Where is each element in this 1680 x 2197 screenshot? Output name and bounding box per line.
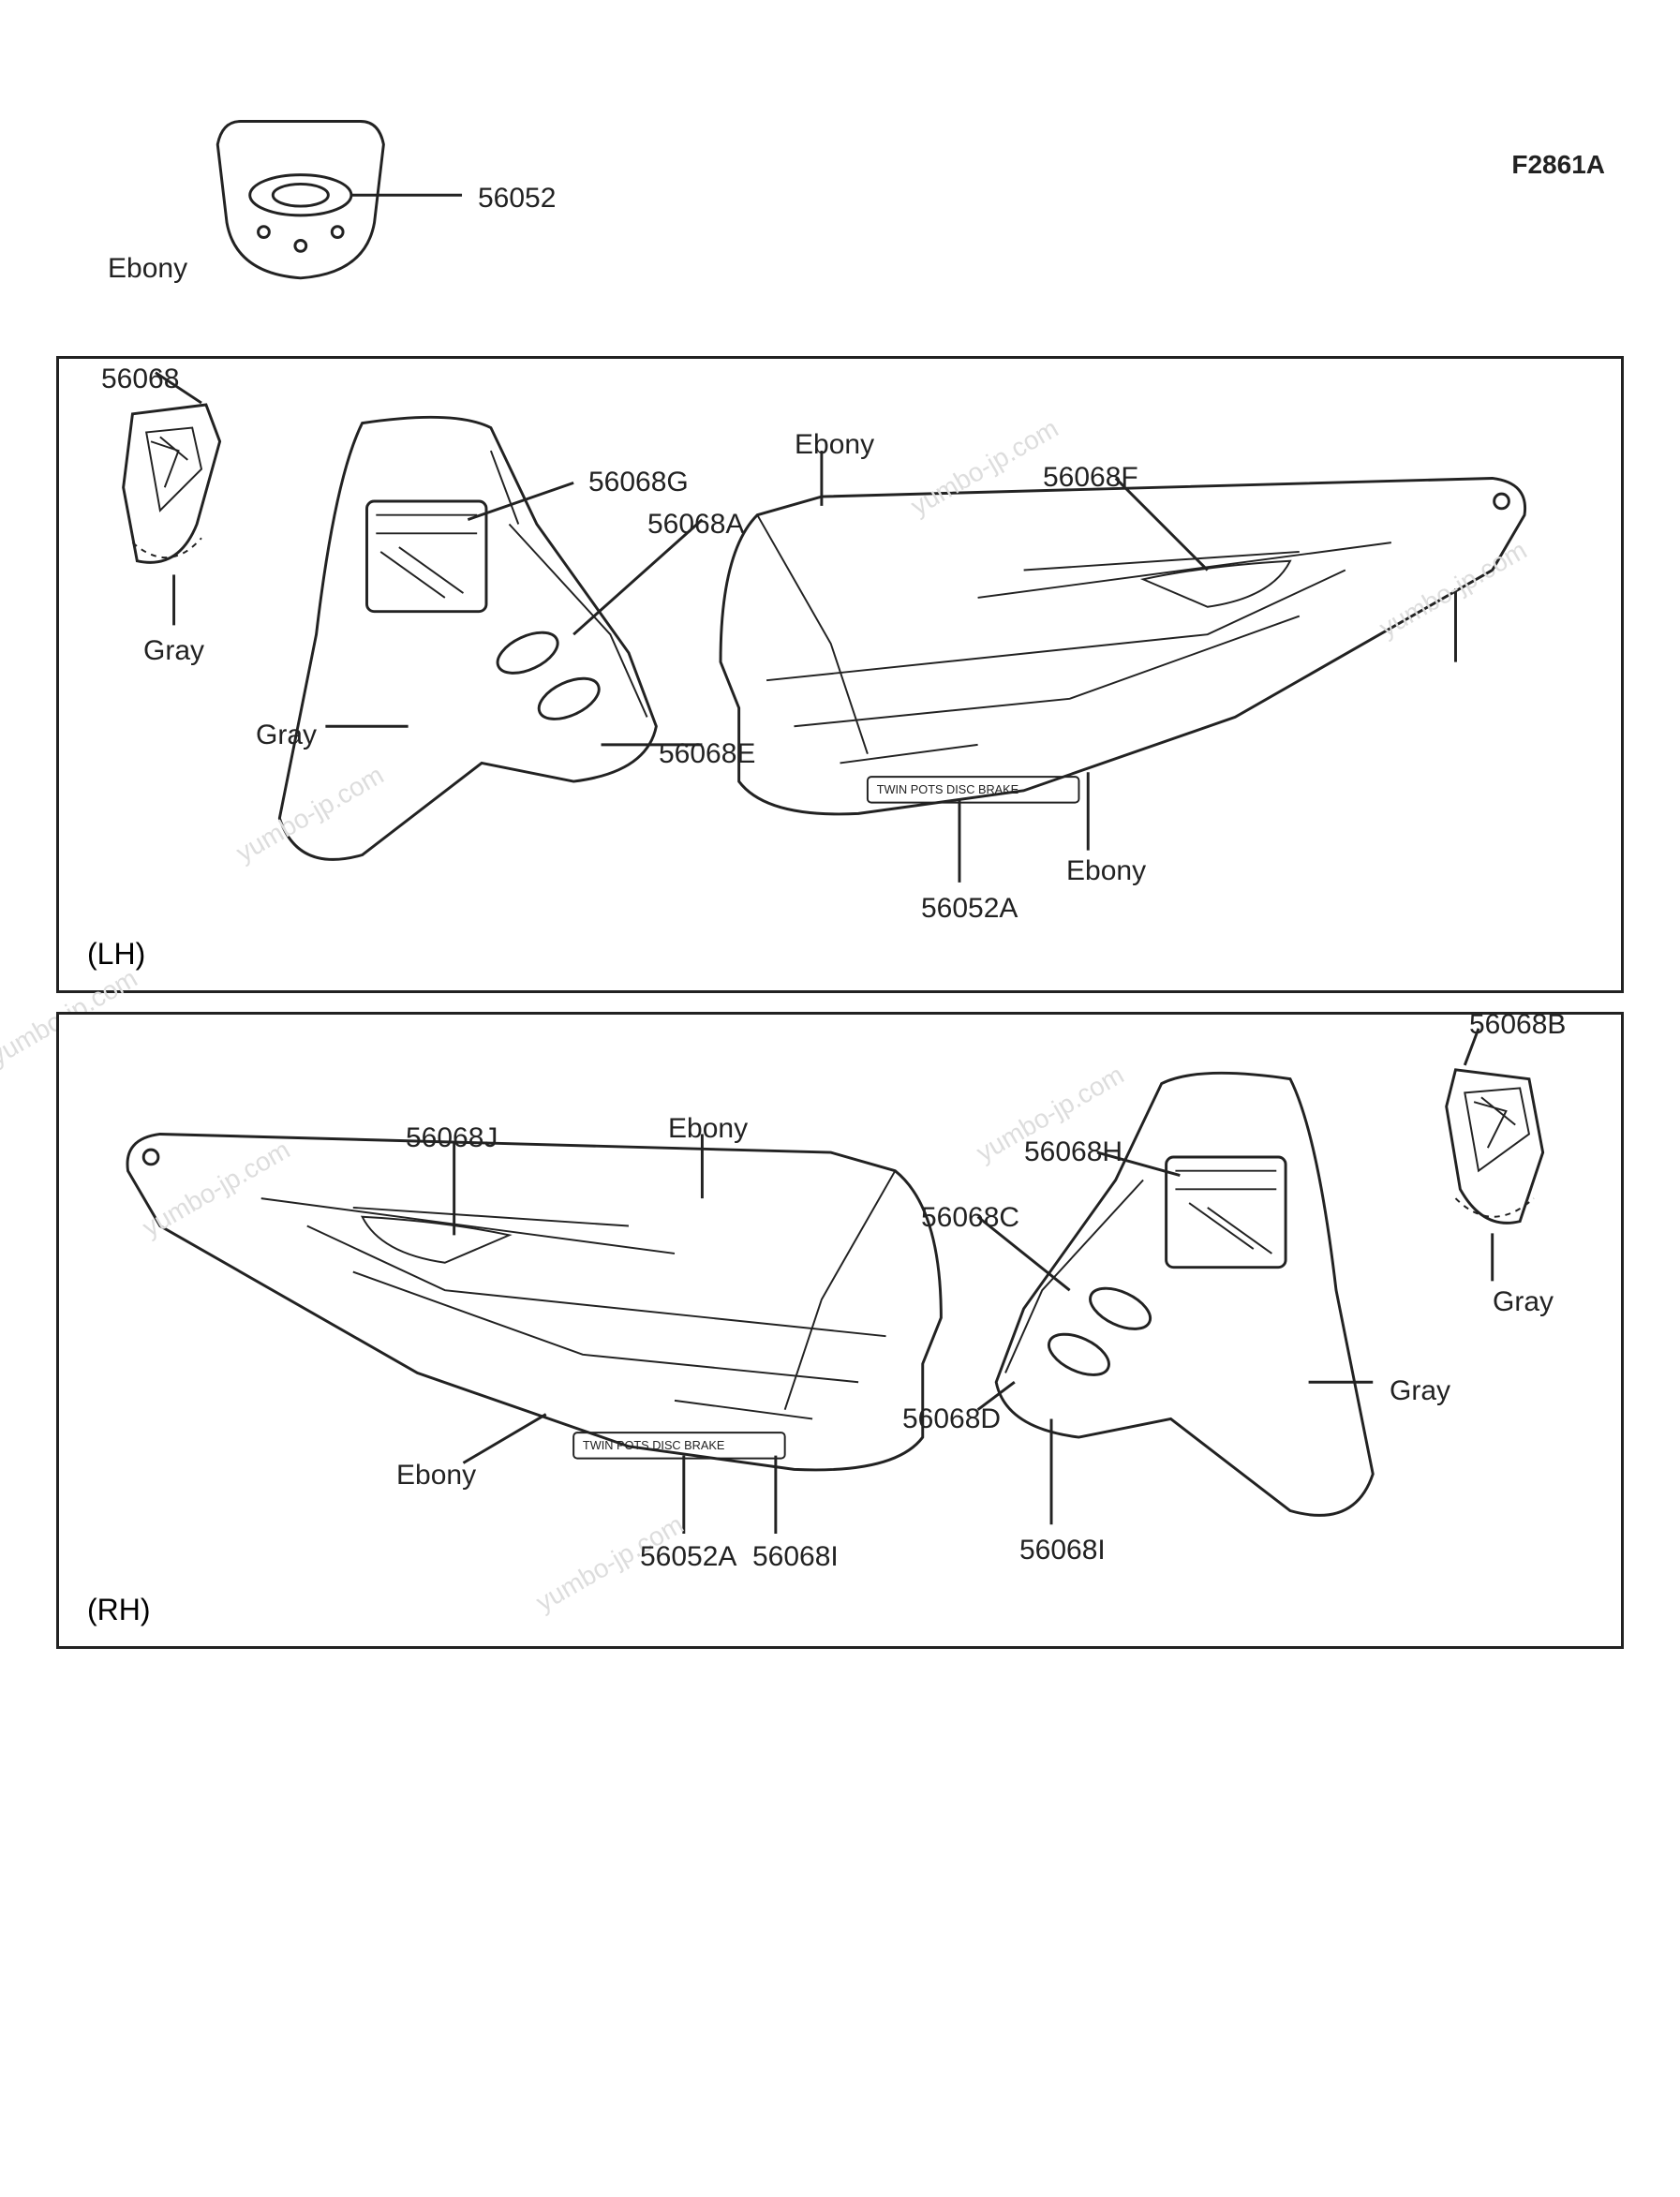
ref-56068: 56068 xyxy=(101,364,179,395)
diagram-area: F2861A 56052 Ebony yumbo-jp.com yumbo-jp… xyxy=(0,0,1680,1705)
color-gray-fender-lh: Gray xyxy=(143,635,204,667)
color-ebony-tail-bot-lh: Ebony xyxy=(1066,855,1146,887)
ref-56052A-rh: 56052A xyxy=(640,1541,736,1573)
ref-56068J: 56068J xyxy=(406,1122,498,1154)
ref-56068G: 56068G xyxy=(588,467,689,498)
ref-56068B: 56068B xyxy=(1469,1009,1566,1041)
color-ebony-tail-top-lh: Ebony xyxy=(795,429,874,461)
ref-56068A: 56068A xyxy=(647,509,744,541)
panel-side-rh: (RH) xyxy=(87,1593,151,1627)
color-gray-shroud-rh: Gray xyxy=(1390,1375,1450,1407)
ref-56068F: 56068F xyxy=(1043,462,1138,494)
color-ebony-tail-top-rh: Ebony xyxy=(668,1113,748,1145)
ref-56068I-alt: 56068I xyxy=(752,1541,839,1573)
disc-brake-text: TWIN POTS DISC BRAKE xyxy=(877,782,1018,796)
panel-lh: yumbo-jp.com yumbo-jp.com yumbo-jp.com xyxy=(56,356,1624,993)
ref-56068E: 56068E xyxy=(659,738,755,770)
ref-56068C: 56068C xyxy=(921,1202,1019,1234)
color-gray-shroud-lh: Gray xyxy=(256,720,317,751)
color-ebony-meter: Ebony xyxy=(108,253,187,285)
disc-brake-text-rh: TWIN POTS DISC BRAKE xyxy=(583,1438,724,1452)
rh-svg: TWIN POTS DISC BRAKE xyxy=(59,1015,1621,1640)
ref-56068D: 56068D xyxy=(902,1403,1001,1435)
panel-rh: yumbo-jp.com yumbo-jp.com yumbo-jp.com xyxy=(56,1012,1624,1649)
ref-56052: 56052 xyxy=(478,183,556,215)
panel-side-lh: (LH) xyxy=(87,937,145,972)
top-meter-cluster: 56052 Ebony xyxy=(56,94,1624,337)
ref-56068H: 56068H xyxy=(1024,1136,1122,1168)
color-gray-fender-rh: Gray xyxy=(1493,1286,1554,1318)
ref-56052A-lh: 56052A xyxy=(921,893,1018,925)
ref-56068I: 56068I xyxy=(1019,1535,1106,1566)
meter-svg xyxy=(56,94,1624,334)
color-ebony-tail-bot-rh: Ebony xyxy=(396,1460,476,1492)
